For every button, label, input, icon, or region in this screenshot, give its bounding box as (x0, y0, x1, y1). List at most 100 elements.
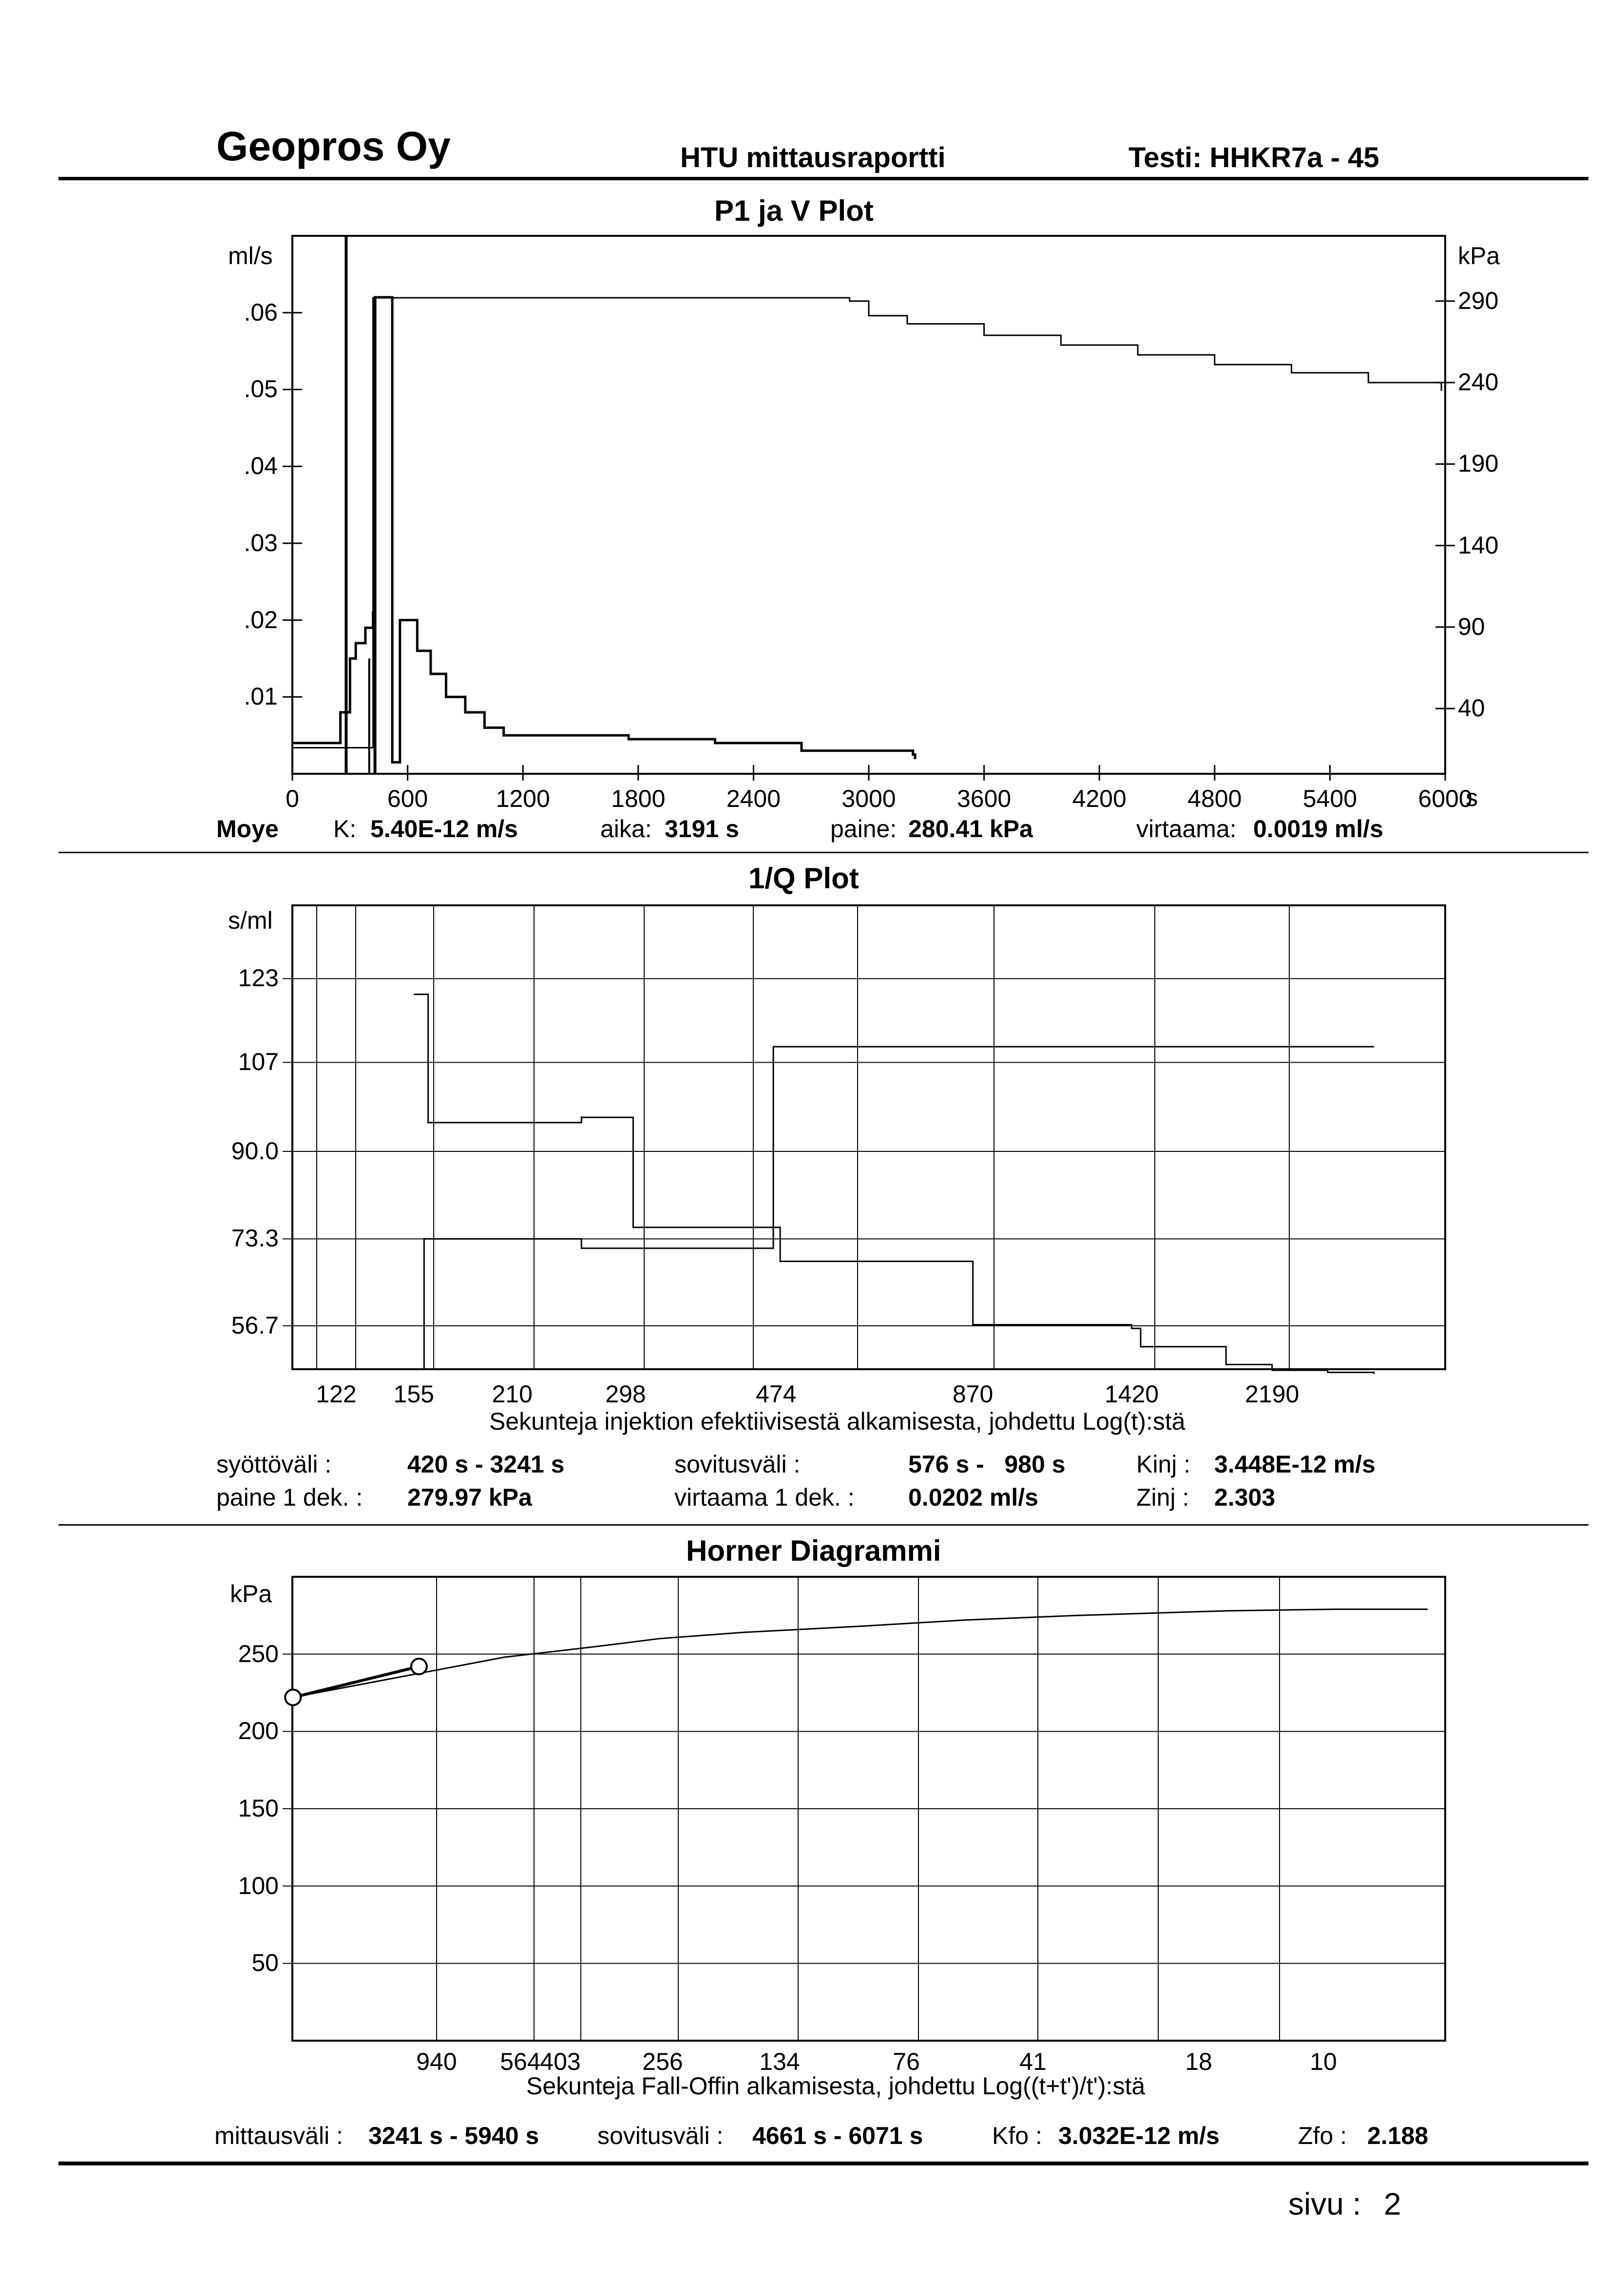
k-value: 5.40E-12 m/s (370, 815, 518, 842)
plot2-series-line (414, 994, 1375, 1374)
flow-label: virtaama: (1136, 815, 1237, 842)
plot1-right-tick-label: 90 (1458, 612, 1485, 640)
plot3-x-tick-label: 940 (416, 2048, 457, 2075)
pressure-value: 280.41 kPa (908, 815, 1033, 842)
plot1-left-tick-label: .04 (244, 452, 278, 480)
plot3-x-tick-label: 18 (1185, 2048, 1212, 2075)
q1-label: virtaama 1 dek. : (674, 1484, 855, 1511)
plot1-left-tick-label: .01 (244, 683, 278, 710)
plot2-x-tick-label: 1420 (1104, 1380, 1159, 1408)
report-title: HTU mittausraportti (680, 142, 946, 173)
kfo-label: Kfo : (992, 2122, 1042, 2149)
time-label: aika: (600, 815, 652, 842)
plot3-x-tick-label: 10 (1310, 2048, 1337, 2075)
plot2-x-tick-label: 474 (755, 1380, 797, 1408)
plot1-left-tick-label: .06 (244, 298, 278, 326)
plot1-x-tick-label: 1800 (611, 785, 666, 812)
p1-label: paine 1 dek. : (216, 1484, 363, 1511)
plot1-x-tick-label: 600 (387, 785, 428, 812)
section-rule-1 (58, 852, 1588, 853)
plot1-left-tick-label: .05 (244, 375, 278, 403)
zfo-label: Zfo : (1298, 2122, 1347, 2149)
plot3-xlabel: Sekunteja Fall-Offin alkamisesta, johdet… (526, 2072, 1146, 2100)
plot1-frame (291, 235, 1446, 775)
plot2-xlabel: Sekunteja injektion efektiivisestä alkam… (489, 1408, 1185, 1435)
plot2-y-tick-label: 73.3 (231, 1225, 279, 1252)
fit-value-3: 4661 s - 6071 s (752, 2122, 923, 2149)
plot1-left-tick-label: .03 (244, 529, 278, 556)
plot3-x-tick-label: 564 (500, 2048, 541, 2075)
plot1-x-tick-label: 6000 (1418, 785, 1472, 812)
plot1-flow-line (292, 296, 917, 764)
plot1-x-tick-label: 2400 (726, 785, 781, 812)
plot2-x-tick-label: 2190 (1245, 1380, 1300, 1408)
fit-label-3: sovitusväli : (597, 2122, 724, 2149)
zinj-label: Zinj : (1136, 1484, 1189, 1511)
header-rule (58, 177, 1588, 180)
plot3-y-tick-label: 100 (238, 1872, 279, 1899)
test-id: Testi: HHKR7a - 45 (1128, 142, 1379, 173)
plot1-right-tick-label: 290 (1458, 287, 1499, 314)
page-number: 2 (1384, 2186, 1401, 2221)
plot1-title: P1 ja V Plot (714, 194, 874, 227)
plot2-title: 1/Q Plot (748, 862, 859, 895)
feed-label: syöttöväli : (216, 1451, 332, 1478)
plot2-x-tick-label: 122 (316, 1380, 357, 1408)
k-label: K: (333, 815, 357, 842)
kfo-value: 3.032E-12 m/s (1058, 2122, 1220, 2149)
plot1-left-unit: ml/s (228, 242, 273, 269)
plot2-x-tick-label: 870 (952, 1380, 994, 1408)
plot1-x-tick-label: 0 (286, 785, 299, 812)
kinj-label: Kinj : (1136, 1451, 1191, 1478)
zinj-value: 2.303 (1214, 1484, 1276, 1511)
section-rule-2 (58, 1524, 1588, 1526)
plot2-y-tick-label: 107 (238, 1048, 279, 1076)
plot1-right-tick-label: 140 (1458, 531, 1499, 559)
plot3-y-tick-label: 150 (238, 1795, 279, 1822)
plot1-x-tick-label: 3600 (956, 785, 1012, 812)
range-value: 3241 s - 5940 s (368, 2122, 539, 2149)
plot1-right-tick-label: 190 (1458, 450, 1499, 478)
plot2-y-tick-label: 123 (238, 964, 279, 992)
plot1-x-tick-label: 4800 (1187, 785, 1242, 812)
plot3-fit-line (292, 1665, 420, 1699)
plot3-y-unit: kPa (230, 1580, 272, 1607)
plot2-y-tick-label: 56.7 (231, 1311, 279, 1339)
plot3-x-tick-label: 134 (759, 2048, 800, 2075)
company-name: Geopros Oy (216, 123, 451, 169)
plot3-x-tick-label: 76 (893, 2048, 920, 2075)
plot3-data-line (292, 1608, 1428, 1698)
fit-label-2: sovitusväli : (674, 1451, 801, 1478)
plot3-fit-marker (284, 1688, 302, 1706)
plot3-fit-marker (410, 1658, 428, 1676)
p1-value: 279.97 kPa (407, 1484, 532, 1511)
plot1-x-tick-label: 3000 (841, 785, 896, 812)
plot2-x-tick-label: 210 (492, 1380, 533, 1408)
kinj-value: 3.448E-12 m/s (1214, 1451, 1376, 1478)
page-label: sivu : (1288, 2186, 1361, 2221)
plot3-y-tick-label: 250 (238, 1640, 279, 1667)
pressure-label: paine: (830, 815, 897, 842)
plot1-pressure-line (292, 297, 1442, 748)
plot3-title: Horner Diagrammi (686, 1534, 941, 1567)
plot2-series-line (336, 1046, 1374, 1370)
plot3-y-tick-label: 200 (238, 1717, 279, 1745)
plot2-y-tick-label: 90.0 (231, 1137, 279, 1165)
plot1-x-tick-label: 1200 (496, 785, 550, 812)
zfo-value: 2.188 (1367, 2122, 1429, 2149)
range-label: mittausväli : (214, 2122, 343, 2149)
plot1-x-tick-label: 5400 (1302, 785, 1357, 812)
plot3-y-tick-label: 50 (251, 1949, 279, 1977)
plot3-x-tick-label: 256 (642, 2048, 683, 2075)
plot1-x-tick-label: 4200 (1072, 785, 1127, 812)
plot2-x-tick-label: 298 (605, 1380, 646, 1408)
flow-value: 0.0019 ml/s (1253, 815, 1383, 842)
plot1-method: Moye (216, 815, 279, 842)
footer-rule (58, 2162, 1588, 2165)
plot2-y-unit: s/ml (228, 907, 273, 934)
fit-value-2: 576 s - 980 s (908, 1451, 1066, 1478)
plot1-left-tick-label: .02 (244, 606, 278, 633)
plot2-frame (291, 904, 1446, 1370)
plot3-x-tick-label: 403 (540, 2048, 581, 2075)
